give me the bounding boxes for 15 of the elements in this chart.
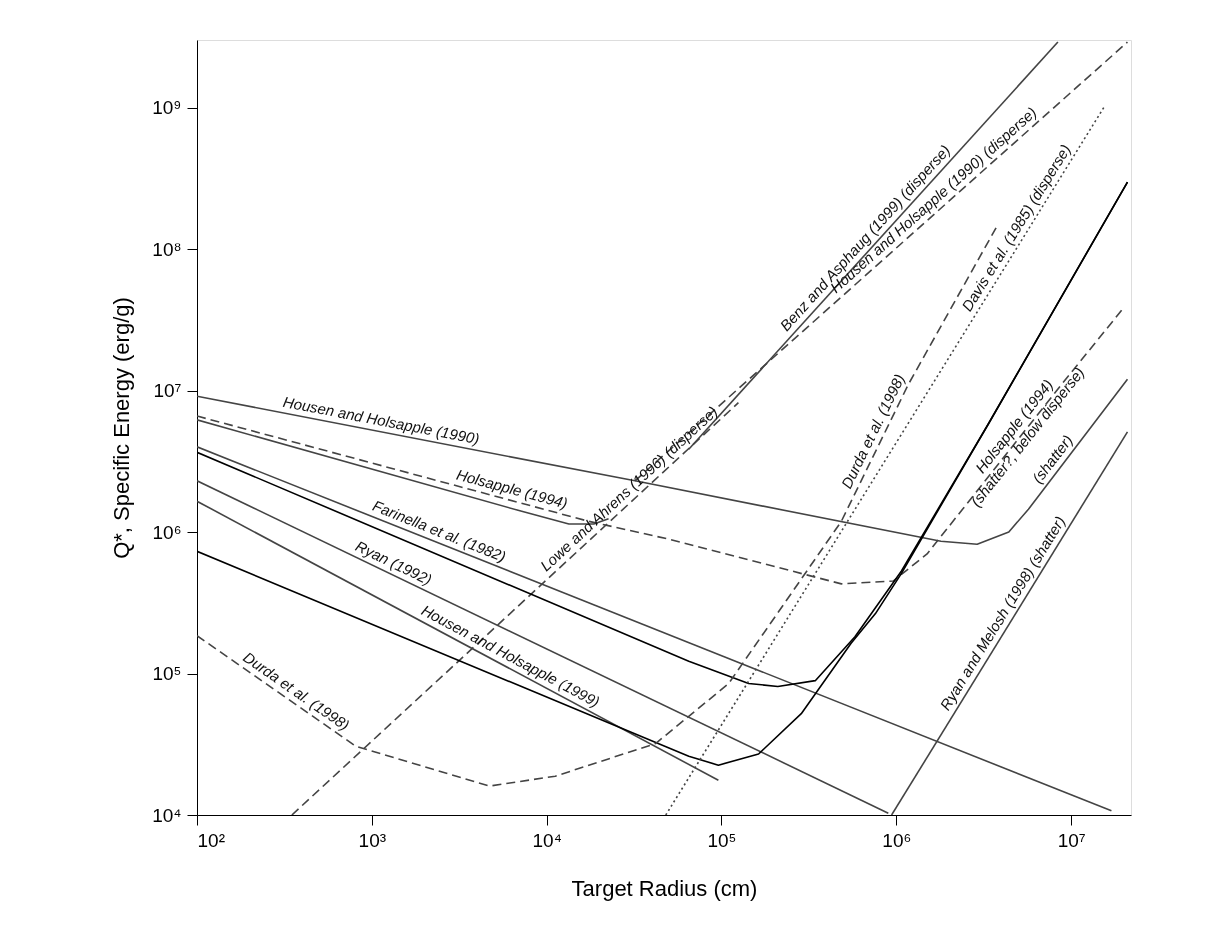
y-tick-label: 10⁵ (152, 663, 182, 684)
y-axis-title: Q*, Specific Energy (erg/g) (109, 297, 135, 559)
y-tick-label: 10⁹ (152, 97, 182, 119)
y-tick-label: 10⁶ (152, 521, 182, 543)
y-tick-label: 10⁷ (153, 380, 182, 402)
x-tick-label: 10³ (358, 829, 387, 851)
x-tick-label: 10⁶ (882, 829, 912, 851)
x-tick-label: 10⁷ (1057, 829, 1086, 851)
x-axis-title: Target Radius (cm) (571, 875, 758, 901)
annotation: Housen and Holsapple (1990) (281, 392, 481, 448)
y-tick-label: 10⁴ (152, 804, 182, 826)
x-tick-label: 10⁴ (532, 829, 562, 851)
x-tick-label: 10⁵ (707, 829, 737, 851)
y-tick-label: 10⁸ (152, 238, 182, 260)
x-tick-label: 10² (197, 829, 225, 851)
